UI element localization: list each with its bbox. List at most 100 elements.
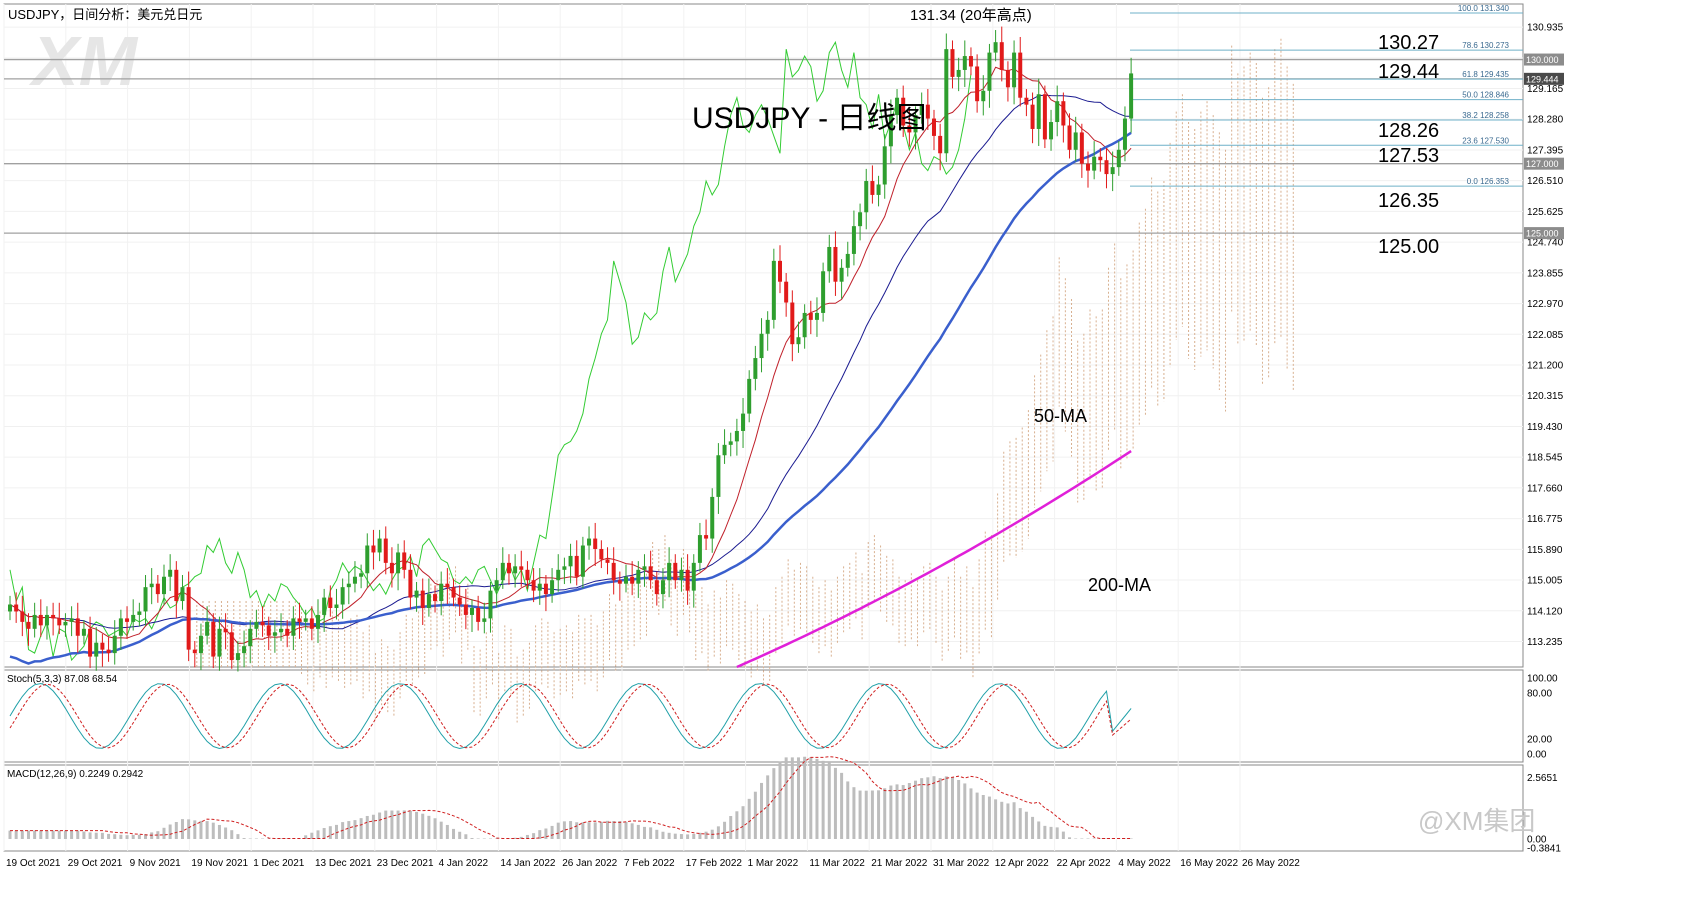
xm-watermark-logo: XM bbox=[28, 22, 139, 100]
candle-body bbox=[599, 548, 604, 560]
candle-body bbox=[500, 562, 505, 581]
candle-body bbox=[999, 42, 1004, 70]
candle-body bbox=[925, 104, 930, 119]
candle-body bbox=[778, 260, 782, 282]
stoch-signal-line bbox=[9, 683, 1132, 749]
fibonacci-retracement: 100.0 131.340 78.6 130.273 61.8 129.435 50.… bbox=[1130, 4, 1523, 187]
candle-body bbox=[38, 614, 43, 626]
candle-body bbox=[796, 337, 801, 345]
price-tick-label: 113.235 bbox=[1527, 637, 1563, 648]
price-tick-label: 114.120 bbox=[1527, 606, 1563, 617]
date-tick-label: 13 Dec 2021 bbox=[315, 858, 372, 869]
candle-body bbox=[100, 642, 105, 650]
candle-body bbox=[648, 566, 653, 581]
candle-body bbox=[8, 604, 12, 612]
candle-body bbox=[217, 628, 222, 657]
candle-body bbox=[149, 583, 154, 588]
price-box-label: 125.000 bbox=[1526, 229, 1559, 239]
date-tick-label: 31 Mar 2022 bbox=[933, 858, 990, 869]
candle-body bbox=[285, 628, 290, 636]
candle-body bbox=[1061, 101, 1066, 126]
macd-tick-label: -0.3841 bbox=[1527, 844, 1561, 855]
candle-body bbox=[88, 628, 93, 657]
candle-body bbox=[297, 618, 302, 622]
candle-body bbox=[876, 184, 881, 195]
grid-lines bbox=[3, 4, 1523, 851]
candle-body bbox=[550, 580, 555, 595]
macd-tick-label: 2.5651 bbox=[1527, 773, 1558, 784]
candle-body bbox=[1024, 97, 1029, 105]
fib-label: 23.6 127.530 bbox=[1462, 136, 1509, 145]
fib-label: 78.6 130.273 bbox=[1462, 41, 1509, 50]
candle-body bbox=[716, 455, 721, 497]
candle-body bbox=[279, 628, 284, 633]
ma50-line bbox=[9, 131, 1132, 665]
candle-body bbox=[919, 104, 924, 116]
candle-body bbox=[32, 614, 37, 629]
candle-body bbox=[44, 614, 49, 626]
date-tick-label: 22 Apr 2022 bbox=[1057, 858, 1111, 869]
candle-body bbox=[968, 56, 973, 67]
candle-body bbox=[630, 576, 635, 584]
candle-body bbox=[235, 653, 240, 661]
candle-body bbox=[741, 413, 746, 431]
candle-body bbox=[624, 576, 628, 584]
candle-body bbox=[420, 590, 425, 608]
candle-body bbox=[174, 569, 179, 602]
candle-body bbox=[556, 569, 561, 581]
candle-body bbox=[211, 621, 216, 657]
candle-body bbox=[303, 618, 308, 622]
price-tick-label: 128.280 bbox=[1527, 115, 1564, 126]
date-tick-label: 19 Nov 2021 bbox=[191, 858, 248, 869]
candle-body bbox=[334, 604, 339, 608]
candle-body bbox=[987, 52, 992, 91]
candle-body bbox=[882, 146, 887, 185]
price-tick-label: 130.935 bbox=[1527, 23, 1564, 34]
price-tick-label: 126.510 bbox=[1527, 176, 1564, 187]
candle-body bbox=[106, 649, 111, 654]
date-tick-label: 23 Dec 2021 bbox=[377, 858, 434, 869]
price-tick-label: 124.740 bbox=[1527, 238, 1564, 249]
price-tick-label: 115.005 bbox=[1527, 576, 1563, 587]
candle-body bbox=[1104, 160, 1109, 175]
candle-body bbox=[470, 607, 474, 615]
candle-body bbox=[316, 614, 320, 629]
candle-body bbox=[950, 49, 955, 77]
candle-body bbox=[759, 333, 764, 359]
candle-body bbox=[679, 569, 684, 581]
candle-body bbox=[673, 562, 678, 581]
candle-body bbox=[858, 212, 863, 227]
date-tick-label: 4 Jan 2022 bbox=[439, 858, 489, 869]
candle-body bbox=[1049, 122, 1054, 140]
candle-body bbox=[864, 181, 869, 213]
candle-body bbox=[845, 253, 850, 268]
candle-body bbox=[439, 583, 444, 602]
candle-body bbox=[291, 618, 296, 636]
candle-body bbox=[1086, 163, 1090, 171]
candle-body bbox=[168, 569, 173, 577]
stochastic-panel: 100.00 80.00 20.00 0.00 bbox=[9, 674, 1558, 761]
stoch-tick-label: 20.00 bbox=[1527, 734, 1552, 745]
price-tick-label: 129.165 bbox=[1527, 84, 1564, 95]
candle-body bbox=[691, 562, 696, 591]
candle-body bbox=[1036, 94, 1041, 129]
date-tick-label: 17 Feb 2022 bbox=[686, 858, 743, 869]
candle-body bbox=[155, 583, 160, 595]
candle-body bbox=[1098, 156, 1103, 161]
fib-label: 100.0 131.340 bbox=[1458, 4, 1510, 13]
price-box bbox=[1524, 227, 1564, 240]
price-box bbox=[1524, 53, 1564, 66]
candle-body bbox=[642, 566, 647, 570]
candle-body bbox=[611, 562, 616, 581]
fib-label: 0.0 126.353 bbox=[1467, 177, 1510, 186]
price-tick-label: 125.625 bbox=[1527, 207, 1564, 218]
candle-body bbox=[685, 569, 690, 591]
candle-body bbox=[913, 115, 918, 133]
candle-body bbox=[827, 246, 832, 272]
candle-body bbox=[229, 632, 234, 661]
level-label: 129.44 bbox=[1378, 61, 1439, 83]
candle-body bbox=[728, 441, 733, 445]
candle-body bbox=[710, 496, 715, 539]
symbol-label: USDJPY，日间分析：美元兑日元 bbox=[8, 7, 202, 22]
